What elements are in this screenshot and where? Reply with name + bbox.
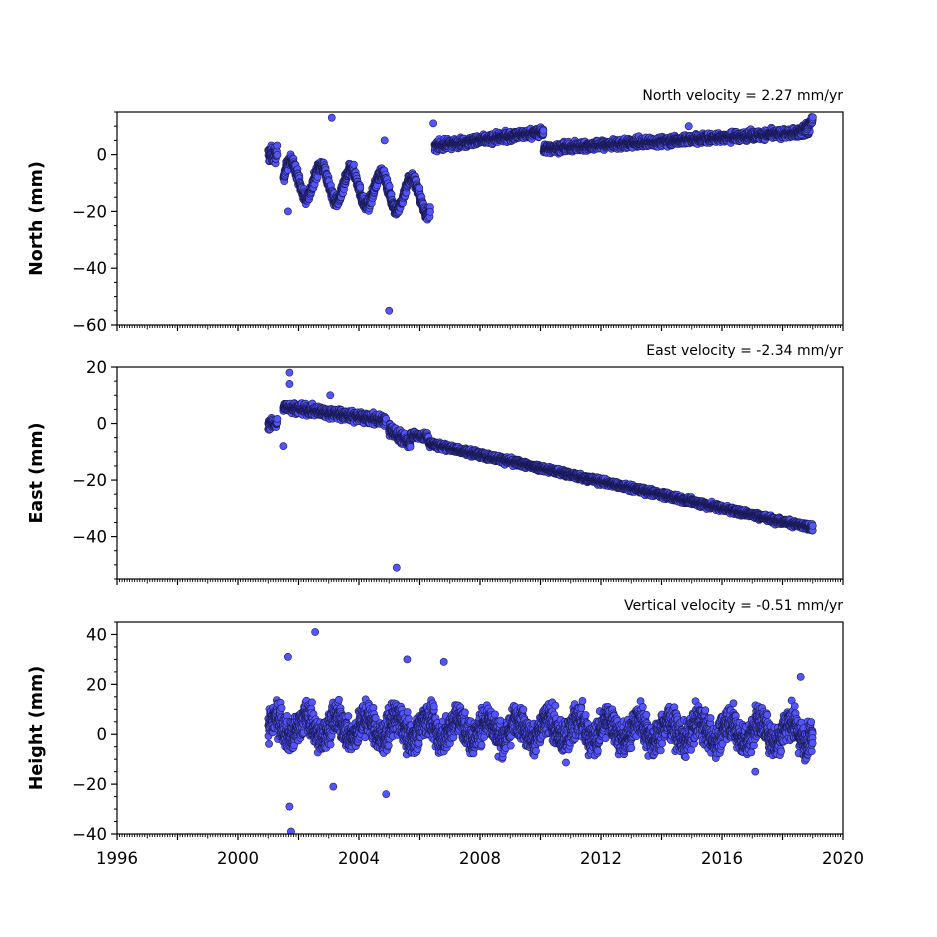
data-point: [350, 160, 358, 169]
data-point: [273, 151, 282, 159]
data-point: [356, 183, 365, 192]
outlier-point: [429, 119, 438, 128]
data-point: [415, 184, 424, 192]
y-tick-label: −40: [72, 259, 107, 278]
y-tick-label: −60: [72, 316, 107, 335]
outlier-point: [327, 113, 336, 122]
velocity-annotation-north: North velocity = 2.27 mm/yr: [642, 88, 843, 104]
outlier-point: [284, 207, 292, 216]
panel-north: 0 −20 −40 −60 North velocity = 2.27 mm/yr Nor…: [27, 88, 844, 335]
outlier-point: [684, 122, 693, 131]
data-point: [808, 113, 817, 122]
data-point: [273, 141, 282, 150]
data-point: [539, 126, 548, 135]
y-tick-label: −20: [72, 202, 107, 221]
y-axis-title-north: North (mm): [27, 161, 47, 276]
outlier-point: [385, 306, 394, 315]
outlier-point: [380, 136, 389, 145]
data-point: [273, 415, 282, 423]
data-point: [385, 182, 394, 191]
data-points-north: [264, 113, 817, 315]
data-point: [426, 207, 434, 216]
y-tick-label: 0: [97, 146, 108, 165]
